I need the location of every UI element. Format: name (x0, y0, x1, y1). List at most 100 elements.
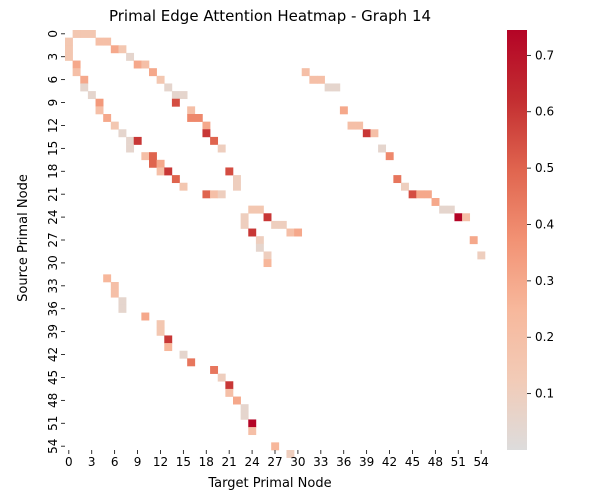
heatmap-cell (103, 114, 112, 122)
heatmap-cell (156, 327, 165, 336)
y-axis-label: Source Primal Node (16, 174, 31, 302)
y-tick-label: 42 (46, 347, 60, 362)
heatmap-cell (202, 190, 211, 199)
heatmap-cell (416, 190, 425, 199)
heatmap-cell (103, 274, 112, 283)
x-tick-label: 30 (290, 455, 305, 469)
heatmap-cell (423, 190, 432, 199)
y-tick-label: 39 (46, 324, 60, 339)
y-tick-label: 6 (46, 76, 60, 84)
x-axis: 0 3 6 9 12 15 18 21 24 27 30 33 36 39 42 45 48 51 54 (65, 450, 489, 469)
heatmap-cell (309, 75, 318, 84)
x-axis-label: Target Primal Node (207, 476, 331, 491)
colorbar-tick-label: 0.3 (535, 274, 554, 288)
heatmap-cell (263, 213, 272, 222)
y-tick-label: 45 (46, 370, 60, 385)
x-tick-label: 27 (267, 455, 282, 469)
heatmap-cell (65, 37, 73, 46)
colorbar-gradient (507, 30, 527, 450)
heatmap-cell (118, 297, 127, 306)
heatmap-cell (378, 144, 387, 153)
heatmap-cell (317, 75, 325, 84)
heatmap-cell (469, 236, 478, 245)
heatmap-cell (385, 152, 394, 161)
heatmap-cell (202, 121, 211, 130)
colorbar-tick-label: 0.1 (535, 387, 554, 401)
heatmap-cell (324, 83, 333, 92)
heatmap-cell (65, 45, 73, 54)
heatmap-cell (126, 144, 135, 153)
heatmap-cell (164, 343, 173, 352)
heatmap-cell (362, 129, 371, 138)
x-tick-label: 48 (428, 455, 443, 469)
heatmap-cell (278, 220, 287, 229)
x-tick-label: 42 (382, 455, 397, 469)
heatmap-cell (80, 75, 89, 84)
colorbar-tick-label: 0.4 (535, 217, 554, 231)
heatmap-cell (240, 220, 249, 229)
heatmap-cell (110, 121, 119, 130)
heatmap-cell (240, 213, 249, 222)
heatmap-cell (286, 228, 295, 237)
chart-title: Primal Edge Attention Heatmap - Graph 14 (109, 7, 431, 25)
x-tick-label: 51 (451, 455, 466, 469)
heatmap-cell (255, 243, 264, 252)
heatmap-cell (248, 427, 257, 436)
x-tick-label: 24 (244, 455, 259, 469)
y-tick-label: 18 (46, 164, 60, 179)
y-tick-label: 48 (46, 393, 60, 408)
y-tick-label: 36 (46, 301, 60, 316)
heatmap-cell (462, 213, 471, 222)
heatmap-cell (248, 205, 257, 214)
y-tick-label: 33 (46, 278, 60, 293)
colorbar: 0.1 0.2 0.3 0.4 0.5 0.6 0.7 (507, 30, 554, 450)
heatmap-cell (217, 190, 226, 199)
heatmap-cell (240, 404, 249, 413)
heatmap-cell (210, 136, 219, 145)
heatmap-cell (248, 419, 257, 428)
x-tick-label: 18 (199, 455, 214, 469)
heatmap-cell (141, 152, 150, 161)
y-tick-label: 3 (46, 53, 60, 61)
heatmap-cell (194, 114, 203, 122)
heatmap-cell (164, 167, 173, 176)
heatmap-cell (72, 60, 81, 69)
heatmap-cell (149, 68, 157, 77)
heatmap-cell (141, 60, 150, 69)
heatmap-cell (233, 175, 241, 184)
heatmap-cell (210, 190, 219, 199)
heatmap-cell (370, 129, 379, 138)
x-tick-label: 54 (474, 455, 489, 469)
heatmap-cell (286, 450, 295, 458)
heatmap-cell (95, 106, 104, 115)
heatmap-cell (171, 98, 180, 107)
heatmap-cell (248, 228, 257, 237)
x-tick-label: 36 (336, 455, 351, 469)
heatmap-cell (95, 98, 104, 107)
x-tick-label: 21 (222, 455, 237, 469)
heatmap-cell (110, 45, 119, 54)
heatmap-cell (454, 213, 463, 222)
heatmap-cell (179, 350, 188, 359)
heatmap-cell (87, 91, 96, 100)
heatmap-cell (271, 442, 280, 451)
heatmap-cell (164, 83, 173, 92)
x-tick-label: 39 (359, 455, 374, 469)
y-tick-label: 12 (46, 118, 60, 133)
heatmap-cell (347, 121, 356, 130)
heatmap-cell (65, 52, 73, 61)
y-tick-label: 15 (46, 141, 60, 156)
heatmap-cell (225, 167, 234, 176)
heatmap-cell (149, 159, 157, 168)
y-tick-label: 9 (46, 99, 60, 107)
heatmap-cell (202, 129, 211, 138)
y-tick-label: 24 (46, 209, 60, 224)
x-tick-label: 33 (313, 455, 328, 469)
heatmap-cell (118, 304, 127, 313)
heatmap-cell (301, 68, 310, 77)
heatmap-cell (72, 30, 81, 38)
heatmap-cell (217, 373, 226, 382)
heatmap-cell (187, 106, 196, 115)
